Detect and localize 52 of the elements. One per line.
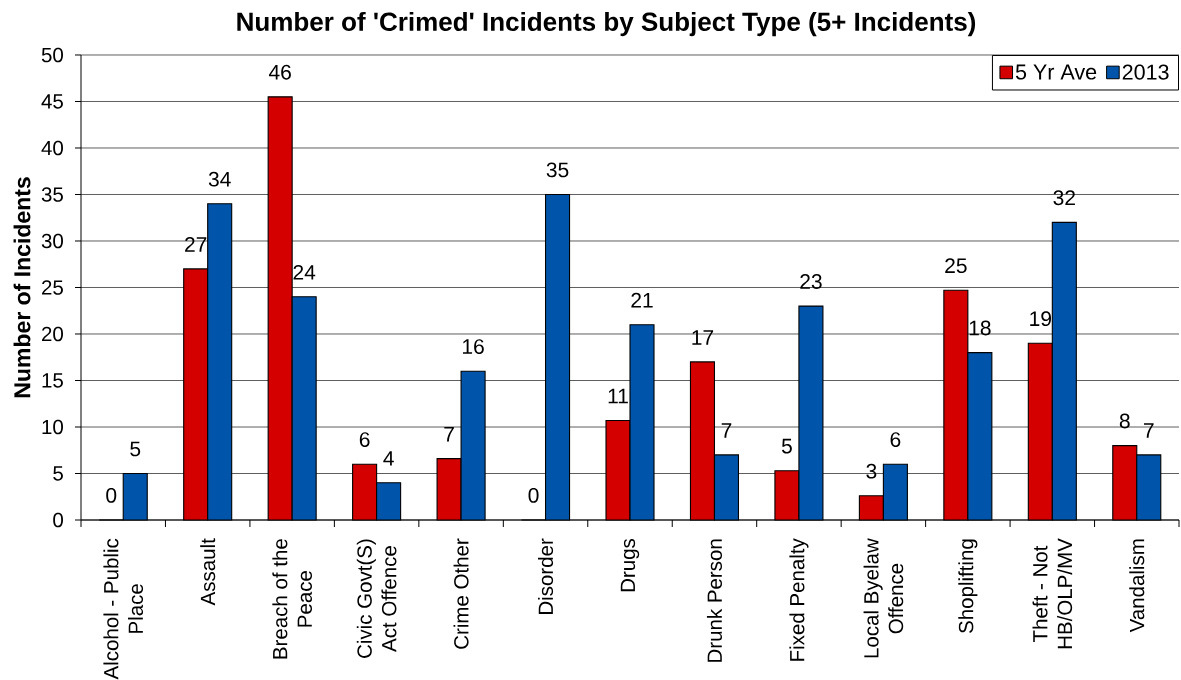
y-tick-label: 25 xyxy=(42,280,63,295)
legend-label: 2013 xyxy=(1122,64,1169,80)
x-tick-label: Disorder xyxy=(538,538,554,614)
x-tick-label: Drunk Person xyxy=(706,539,722,662)
y-tick-label: 15 xyxy=(42,373,63,388)
data-label: 0 xyxy=(106,487,117,503)
y-tick-label: 35 xyxy=(41,187,63,202)
data-label: 18 xyxy=(969,320,991,336)
chart-title: Number of 'Crimed' Incidents by Subject Type (5+ Incidents) xyxy=(237,11,976,37)
x-tick-label: Crime Other xyxy=(453,538,469,649)
y-tick-label: 10 xyxy=(42,419,63,435)
y-axis-title: Number of Incidents xyxy=(13,177,31,398)
x-tick-label: Theft - Not HB/OLP/MV xyxy=(1032,538,1073,649)
data-label: 0 xyxy=(528,487,539,503)
x-tick-label: Local Byelaw Offence xyxy=(863,538,904,658)
data-label: 6 xyxy=(890,432,901,447)
data-label: 25 xyxy=(945,258,967,274)
x-tick-label: Alcohol - Public Place xyxy=(103,538,144,680)
y-tick-label: 5 xyxy=(53,466,63,481)
data-label: 8 xyxy=(1119,413,1130,429)
data-label: 16 xyxy=(462,339,484,354)
data-label: 7 xyxy=(1144,423,1154,438)
x-tick-label: Assault xyxy=(200,538,216,606)
y-tick-label: 20 xyxy=(42,326,63,342)
data-label: 34 xyxy=(208,171,231,187)
x-tick-label: Drugs xyxy=(620,538,640,592)
data-label: 11 xyxy=(608,388,628,404)
data-label: 27 xyxy=(185,237,207,252)
data-label: 6 xyxy=(359,432,370,447)
data-label: 17 xyxy=(692,330,714,345)
data-label: 4 xyxy=(383,451,394,466)
x-tick-label: Breach of the Peace xyxy=(272,539,312,659)
x-tick-label: Fixed Penalty xyxy=(789,538,809,661)
data-label: 5 xyxy=(130,441,141,457)
data-label: 24 xyxy=(293,264,316,280)
y-tick-label: 30 xyxy=(41,233,63,249)
x-tick-label: Vandalism xyxy=(1129,539,1145,633)
data-label: 5 xyxy=(781,438,792,454)
x-tick-label: Shoplifting xyxy=(958,539,978,633)
data-label: 19 xyxy=(1030,311,1051,327)
legend-label: 5 Yr Ave xyxy=(1015,64,1097,80)
data-label: 46 xyxy=(268,64,291,80)
data-label: 21 xyxy=(631,292,653,308)
data-label: 7 xyxy=(721,423,732,438)
y-tick-label: 0 xyxy=(53,512,63,528)
y-tick-label: 45 xyxy=(41,94,63,109)
data-label: 23 xyxy=(800,274,822,289)
y-tick-label: 40 xyxy=(41,140,63,156)
data-label: 35 xyxy=(546,162,569,178)
x-tick-label: Civic Govt(S) Act Offence xyxy=(356,539,397,658)
y-tick-label: 50 xyxy=(41,47,63,63)
data-label: 7 xyxy=(444,426,454,442)
